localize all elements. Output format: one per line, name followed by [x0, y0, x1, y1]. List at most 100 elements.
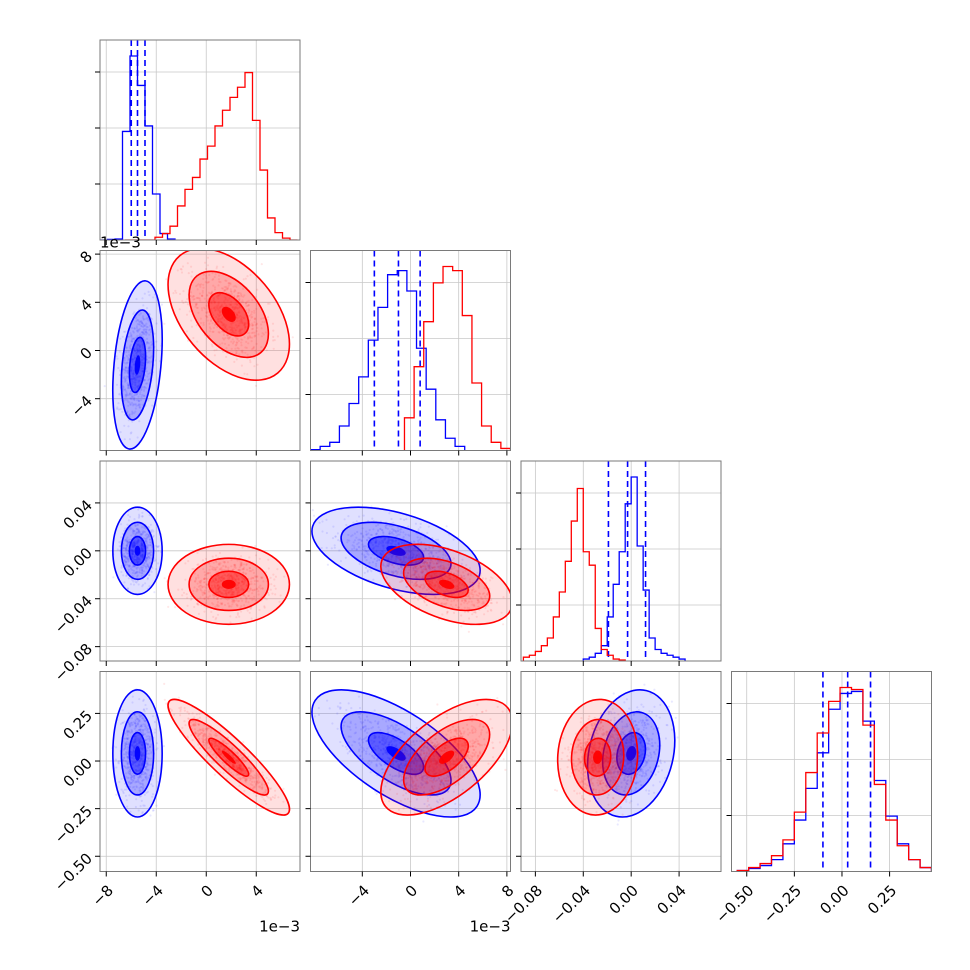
scatter-point: [140, 325, 143, 328]
scatter-point: [140, 566, 143, 569]
scatter-point: [387, 537, 390, 541]
scatter-point: [186, 298, 189, 301]
scatter-point: [231, 342, 235, 345]
scatter-point: [318, 521, 321, 524]
scatter-point: [129, 397, 132, 400]
scatter-point: [140, 333, 143, 336]
scatter-point: [431, 537, 434, 540]
scatter-point: [243, 336, 246, 339]
scatter-point: [140, 556, 143, 559]
scatter-point: [255, 322, 258, 325]
scatter-point: [130, 392, 133, 395]
scatter-point: [226, 287, 229, 290]
scatter-point: [135, 375, 138, 378]
scatter-point: [130, 370, 133, 373]
scatter-point: [140, 548, 143, 551]
scatter-point: [132, 363, 135, 366]
scatter-point: [238, 297, 241, 300]
scatter-point: [127, 425, 130, 428]
scatter-point: [139, 559, 142, 562]
scatter-point: [140, 543, 143, 546]
scatter-point: [125, 350, 128, 354]
scatter-point: [432, 555, 435, 558]
scatter-point: [135, 348, 139, 351]
scatter-point: [228, 604, 231, 607]
scatter-point: [146, 361, 149, 364]
scatter-point: [234, 302, 237, 305]
scatter-point: [217, 587, 220, 590]
scatter-point: [125, 544, 128, 547]
scatter-point: [228, 590, 231, 593]
scatter-point: [393, 560, 396, 563]
scatter-point: [132, 544, 135, 547]
scatter-point: [144, 559, 147, 562]
scatter-point: [232, 592, 235, 595]
scatter-point: [127, 568, 130, 571]
scatter-point: [149, 324, 152, 327]
scatter-point: [137, 528, 140, 531]
scatter-point: [140, 340, 143, 343]
scatter-point: [382, 539, 385, 542]
scatter-point: [387, 570, 390, 574]
scatter-point: [235, 316, 238, 319]
scatter-point: [145, 556, 148, 560]
scatter-point: [359, 532, 363, 535]
scatter-point: [391, 571, 394, 574]
scatter-point: [132, 565, 135, 568]
scatter-point: [131, 528, 134, 531]
scatter-point: [128, 564, 131, 567]
scatter-point: [226, 334, 229, 337]
scatter-point: [140, 321, 144, 325]
scatter-point: [429, 561, 432, 564]
scatter-point: [182, 290, 185, 293]
scatter-point: [149, 814, 152, 817]
scatter-point: [137, 350, 140, 353]
scatter-point: [143, 388, 146, 391]
scatter-point: [117, 408, 120, 411]
scatter-point: [223, 573, 226, 577]
scatter-point: [146, 341, 149, 345]
scatter-point: [134, 524, 137, 527]
scatter-point: [146, 578, 149, 581]
scatter-point: [235, 350, 238, 353]
scatter-point: [136, 344, 139, 347]
scatter-point: [240, 328, 243, 331]
scatter-point: [135, 557, 138, 560]
scatter-point: [238, 310, 241, 313]
scatter-point: [222, 564, 225, 568]
scatter-point: [245, 584, 248, 587]
scatter-point: [228, 572, 231, 576]
scatter-point: [155, 544, 158, 548]
scatter-point: [137, 528, 140, 532]
scatter-point: [136, 557, 139, 560]
scatter-point: [238, 569, 241, 572]
scatter-point: [139, 558, 142, 562]
scatter-point: [367, 579, 370, 582]
scatter-point: [220, 568, 223, 571]
scatter-point: [148, 585, 151, 588]
scatter-point: [137, 560, 140, 564]
scatter-point: [388, 553, 392, 556]
scatter-point: [125, 346, 128, 349]
scatter-point: [224, 337, 227, 340]
scatter-point: [190, 597, 193, 601]
scatter-point: [155, 340, 158, 343]
scatter-point: [145, 359, 148, 362]
scatter-point: [216, 597, 219, 600]
scatter-point: [139, 321, 142, 324]
scatter-point: [141, 557, 144, 560]
scatter-point: [219, 306, 222, 309]
scatter-point: [232, 599, 235, 602]
scatter-point: [135, 540, 139, 544]
scatter-point: [190, 325, 194, 328]
scatter-point: [370, 570, 373, 573]
scatter-point: [212, 299, 215, 303]
scatter-point: [368, 528, 371, 532]
scatter-point: [214, 577, 217, 580]
scatter-point: [229, 303, 232, 307]
scatter-point: [217, 581, 220, 584]
scatter-point: [136, 436, 139, 439]
scatter-point: [129, 528, 132, 531]
scatter-point: [136, 541, 140, 544]
scatter-point: [230, 573, 233, 576]
